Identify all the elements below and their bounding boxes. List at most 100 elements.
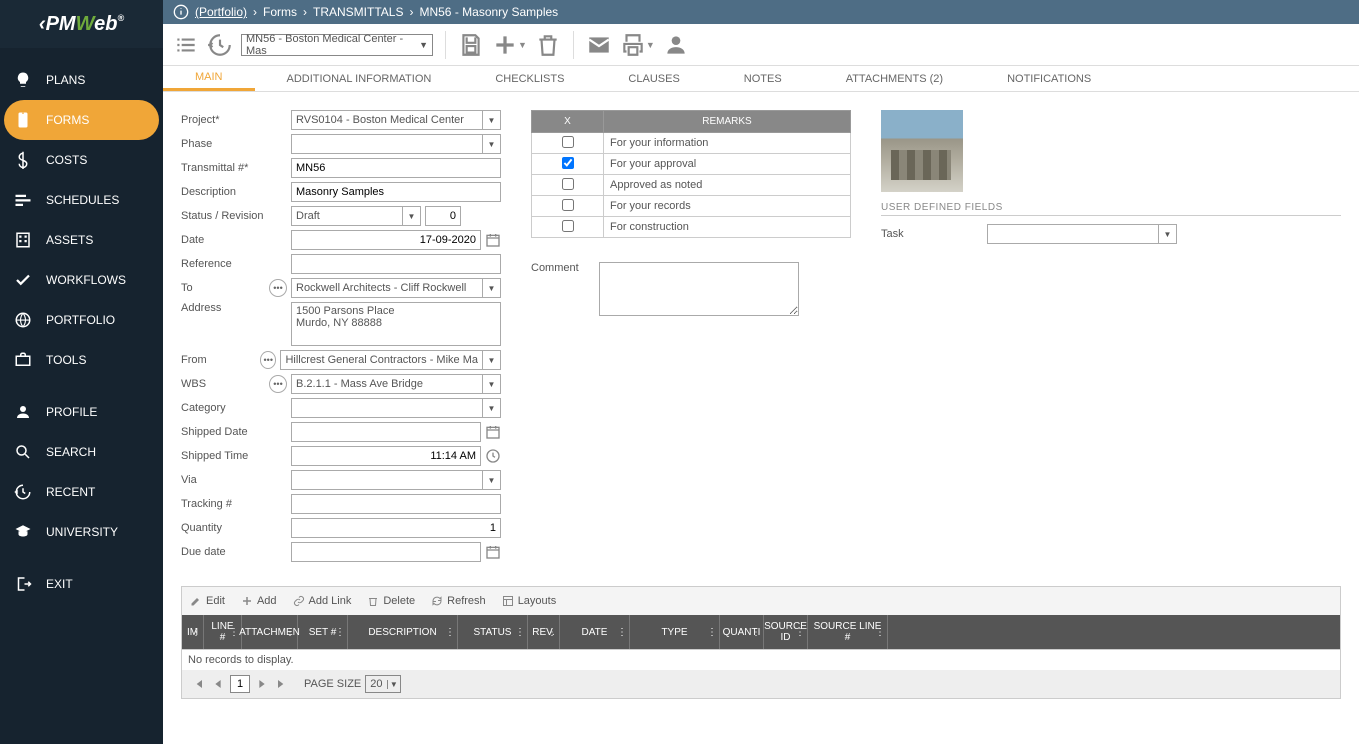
grid-refresh-button[interactable]: Refresh (431, 595, 486, 607)
description-input[interactable] (291, 182, 501, 202)
print-dropdown-icon[interactable]: ▼ (646, 40, 655, 50)
attachment-thumbnail[interactable] (881, 110, 963, 192)
calendar-icon[interactable] (485, 424, 501, 440)
comment-input[interactable] (599, 262, 799, 316)
sidebar-item-university[interactable]: UNIVERSITY (0, 512, 163, 552)
save-icon[interactable] (458, 32, 484, 58)
delete-icon[interactable] (535, 32, 561, 58)
record-selector[interactable]: MN56 - Boston Medical Center - Mas ▼ (241, 34, 433, 56)
pager-page-input[interactable] (230, 675, 250, 693)
grid-layouts-button[interactable]: Layouts (502, 595, 557, 607)
grid-column-header[interactable]: DATE⋮ (560, 615, 630, 649)
tracking-input[interactable] (291, 494, 501, 514)
wbs-select[interactable]: B.2.1.1 - Mass Ave Bridge▼ (291, 374, 501, 394)
history-icon[interactable] (207, 32, 233, 58)
sidebar-item-plans[interactable]: PLANS (0, 60, 163, 100)
breadcrumb-portfolio[interactable]: (Portfolio) (195, 5, 247, 19)
breadcrumb-transmittals[interactable]: TRANSMITTALS (313, 5, 403, 19)
wbs-lookup-button[interactable]: ••• (269, 375, 287, 393)
sidebar-item-forms[interactable]: FORMS (4, 100, 159, 140)
grid-column-header[interactable]: STATUS⋮ (458, 615, 528, 649)
date-input[interactable] (291, 230, 481, 250)
sidebar-item-assets[interactable]: ASSETS (0, 220, 163, 260)
status-select[interactable]: Draft▼ (291, 206, 421, 226)
sidebar-item-exit[interactable]: EXIT (0, 564, 163, 604)
grid-column-header[interactable]: SET #⋮ (298, 615, 348, 649)
mail-icon[interactable] (586, 32, 612, 58)
calendar-icon[interactable] (485, 232, 501, 248)
info-icon[interactable] (173, 4, 189, 20)
tab-notifications[interactable]: NOTIFICATIONS (975, 66, 1123, 91)
due-date-input[interactable] (291, 542, 481, 562)
to-lookup-button[interactable]: ••• (269, 279, 287, 297)
grid-add-link-button[interactable]: Add Link (293, 595, 352, 607)
grid-column-header[interactable]: SOURCE ID⋮ (764, 615, 808, 649)
shipped-date-input[interactable] (291, 422, 481, 442)
print-icon[interactable] (620, 32, 646, 58)
grid-column-header[interactable]: DESCRIPTION⋮ (348, 615, 458, 649)
tab-checklists[interactable]: CHECKLISTS (463, 66, 596, 91)
remarks-row: Approved as noted (532, 175, 851, 196)
transmittal-input[interactable] (291, 158, 501, 178)
remarks-checkbox[interactable] (562, 178, 574, 190)
tab-additional-information[interactable]: ADDITIONAL INFORMATION (255, 66, 464, 91)
udf-header: USER DEFINED FIELDS (881, 202, 1341, 216)
to-select[interactable]: Rockwell Architects - Cliff Rockwell▼ (291, 278, 501, 298)
sidebar-item-label: PORTFOLIO (46, 313, 115, 327)
details-grid: Edit Add Add Link Delete Refresh Layouts… (181, 586, 1341, 699)
tab-clauses[interactable]: CLAUSES (596, 66, 711, 91)
remarks-checkbox[interactable] (562, 220, 574, 232)
address-input[interactable]: 1500 Parsons Place Murdo, NY 88888 (291, 302, 501, 346)
task-select[interactable]: ▼ (987, 224, 1177, 244)
remarks-row: For your approval (532, 154, 851, 175)
calendar-icon[interactable] (485, 544, 501, 560)
add-dropdown-icon[interactable]: ▼ (518, 40, 527, 50)
person-icon[interactable] (663, 32, 689, 58)
tab-main[interactable]: MAIN (163, 66, 255, 91)
pager-first-button[interactable] (190, 676, 206, 692)
from-lookup-button[interactable]: ••• (260, 351, 276, 369)
grid-column-header[interactable]: QUANTI⋮ (720, 615, 764, 649)
revision-input[interactable] (425, 206, 461, 226)
grad-cap-icon (14, 523, 32, 541)
remarks-checkbox[interactable] (562, 199, 574, 211)
sidebar-item-portfolio[interactable]: PORTFOLIO (0, 300, 163, 340)
remarks-checkbox[interactable] (562, 157, 574, 169)
grid-delete-button[interactable]: Delete (367, 595, 415, 607)
pager-last-button[interactable] (274, 676, 290, 692)
shipped-time-input[interactable] (291, 446, 481, 466)
sidebar-item-recent[interactable]: RECENT (0, 472, 163, 512)
grid-column-header[interactable]: IM⋮ (182, 615, 204, 649)
sidebar-item-schedules[interactable]: SCHEDULES (0, 180, 163, 220)
grid-column-header[interactable]: SOURCE LINE #⋮ (808, 615, 888, 649)
tab-attachments[interactable]: ATTACHMENTS (2) (814, 66, 975, 91)
grid-column-header[interactable]: LINE #⋮ (204, 615, 242, 649)
list-icon[interactable] (173, 32, 199, 58)
from-select[interactable]: Hillcrest General Contractors - Mike Ma▼ (280, 350, 501, 370)
sidebar-item-tools[interactable]: TOOLS (0, 340, 163, 380)
reference-input[interactable] (291, 254, 501, 274)
pager-prev-button[interactable] (210, 676, 226, 692)
clock-icon[interactable] (485, 448, 501, 464)
sidebar-item-search[interactable]: SEARCH (0, 432, 163, 472)
sidebar-item-costs[interactable]: COSTS (0, 140, 163, 180)
pager-page-size-select[interactable]: 20▼ (365, 675, 401, 693)
tab-notes[interactable]: NOTES (712, 66, 814, 91)
add-icon[interactable] (492, 32, 518, 58)
phase-select[interactable]: ▼ (291, 134, 501, 154)
grid-edit-button[interactable]: Edit (190, 595, 225, 607)
project-select[interactable]: RVS0104 - Boston Medical Center▼ (291, 110, 501, 130)
via-select[interactable]: ▼ (291, 470, 501, 490)
grid-column-header[interactable]: REV.⋮ (528, 615, 560, 649)
remarks-text: For your records (604, 196, 851, 217)
grid-column-header[interactable]: TYPE⋮ (630, 615, 720, 649)
sidebar-item-profile[interactable]: PROFILE (0, 392, 163, 432)
sidebar-item-workflows[interactable]: WORKFLOWS (0, 260, 163, 300)
breadcrumb-forms[interactable]: Forms (263, 5, 297, 19)
category-select[interactable]: ▼ (291, 398, 501, 418)
quantity-input[interactable] (291, 518, 501, 538)
pager-next-button[interactable] (254, 676, 270, 692)
grid-add-button[interactable]: Add (241, 595, 277, 607)
grid-column-header[interactable]: ATTACHMEN⋮ (242, 615, 298, 649)
remarks-checkbox[interactable] (562, 136, 574, 148)
